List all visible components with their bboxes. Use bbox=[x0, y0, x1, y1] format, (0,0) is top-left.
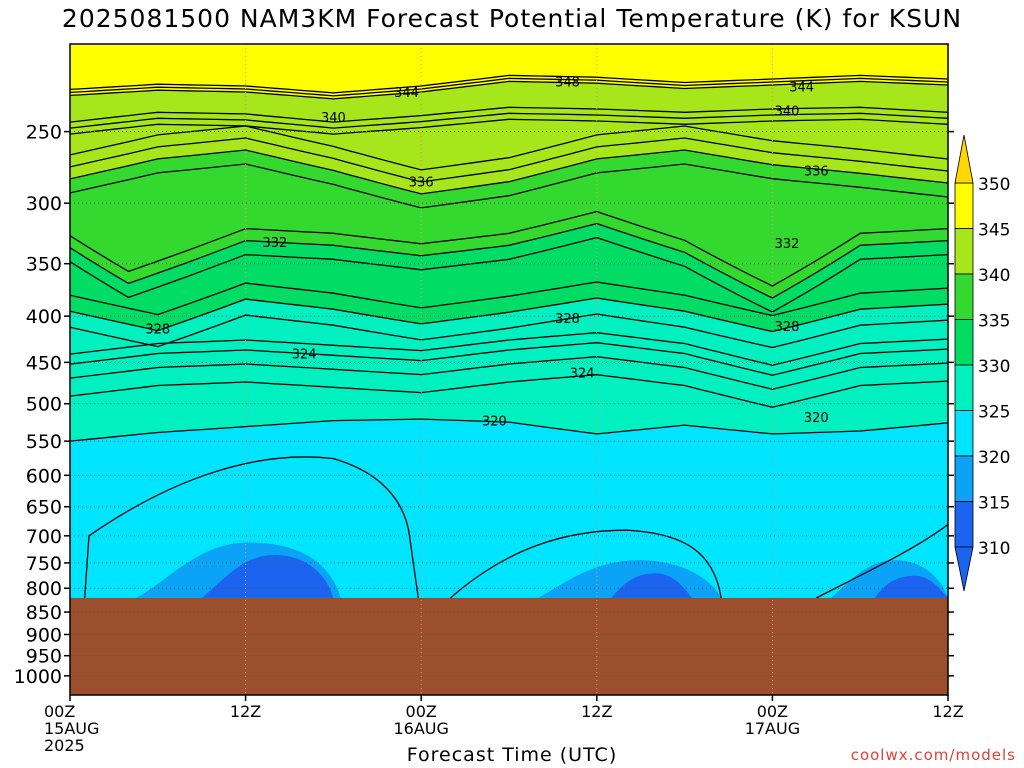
colorbar-segment bbox=[954, 228, 974, 275]
contour-label: 328 bbox=[775, 320, 800, 335]
colorbar-label: 350 bbox=[978, 175, 1010, 195]
plot-frame bbox=[69, 43, 949, 696]
isentrope-316 bbox=[83, 456, 419, 599]
y-tick-label: 900 bbox=[26, 624, 62, 646]
colorbar-segment bbox=[954, 501, 974, 548]
colorbar-segment bbox=[954, 273, 974, 320]
isentrope-324 bbox=[70, 342, 948, 376]
isentrope-line bbox=[70, 112, 948, 129]
isentrope-line bbox=[70, 137, 948, 183]
colorbar-segment bbox=[954, 319, 974, 366]
y-tick-label: 350 bbox=[26, 254, 62, 276]
contour-label: 340 bbox=[775, 105, 800, 120]
colorbar-label: 315 bbox=[978, 494, 1010, 514]
isentrope-340 bbox=[70, 106, 948, 123]
contour-label: 324 bbox=[292, 348, 317, 363]
x-tick-label: 15AUG bbox=[44, 719, 99, 738]
isentrope-line bbox=[70, 74, 948, 94]
isentrope-344 bbox=[70, 80, 948, 100]
isentrope-320 bbox=[70, 418, 948, 442]
contour-label: 328 bbox=[145, 323, 170, 338]
y-tick-label: 550 bbox=[26, 431, 62, 453]
isentrope-line bbox=[70, 163, 948, 209]
contour-label: 320 bbox=[804, 411, 829, 426]
colorbar-segment bbox=[954, 455, 974, 502]
isentrope-line bbox=[70, 356, 948, 390]
y-tick-label: 700 bbox=[26, 526, 62, 548]
plot-area: 348 344 344 340 340 336 336 332 332 328 328 328 324 3… bbox=[70, 44, 948, 695]
contour-label: 336 bbox=[409, 176, 434, 191]
contour-label: 332 bbox=[775, 237, 800, 252]
y-tick-label: 1000 bbox=[14, 666, 62, 688]
colorbar-segment bbox=[954, 410, 974, 457]
band-310-315 bbox=[611, 573, 692, 598]
x-tick-label: 12Z bbox=[932, 702, 963, 721]
x-axis-label: Forecast Time (UTC) bbox=[406, 744, 618, 766]
contour-label: 336 bbox=[804, 164, 829, 179]
isentrope-316 bbox=[450, 529, 722, 599]
contour-label: 344 bbox=[394, 86, 419, 101]
isentrope-line bbox=[70, 210, 948, 287]
y-tick-label: 300 bbox=[26, 193, 62, 215]
colorbar-arrow-top bbox=[954, 134, 974, 184]
isentrope-line bbox=[70, 125, 948, 171]
isentrope-line bbox=[70, 332, 948, 366]
contour-label: 320 bbox=[482, 415, 507, 430]
colorbar-label: 345 bbox=[978, 221, 1010, 241]
contour-label: 324 bbox=[570, 367, 595, 382]
isentrope-line bbox=[70, 313, 948, 349]
y-tick-label: 800 bbox=[26, 578, 62, 600]
x-tick-label: 16AUG bbox=[393, 719, 448, 738]
colorbar-label: 330 bbox=[978, 357, 1010, 377]
x-tick-label: 2025 bbox=[44, 736, 85, 755]
y-tick-label: 450 bbox=[26, 352, 62, 374]
isentrope-328 bbox=[70, 297, 948, 333]
isentrope-line bbox=[70, 118, 948, 135]
colorbar-label: 320 bbox=[978, 448, 1010, 468]
isentrope-332 bbox=[70, 222, 948, 299]
y-tick-label: 500 bbox=[26, 394, 62, 416]
colorbar-label: 310 bbox=[978, 539, 1010, 559]
y-tick-label: 750 bbox=[26, 553, 62, 575]
y-tick-label: 600 bbox=[26, 465, 62, 487]
chart-title: 2025081500 NAM3KM Forecast Potential Tem… bbox=[61, 4, 963, 33]
x-tick-label: 12Z bbox=[581, 702, 612, 721]
y-tick-label: 850 bbox=[26, 602, 62, 624]
contour-label: 332 bbox=[262, 236, 287, 251]
contour-label: 328 bbox=[555, 312, 580, 327]
x-tick-label: 00Z bbox=[406, 702, 437, 721]
isentrope-line bbox=[70, 77, 948, 97]
y-tick-label: 250 bbox=[26, 122, 62, 144]
colorbar-segment bbox=[954, 364, 974, 411]
isentrope-lines bbox=[70, 74, 948, 599]
band-310-315 bbox=[874, 575, 948, 598]
x-tick-label: 12Z bbox=[230, 702, 261, 721]
colorbar-arrow-bottom bbox=[954, 546, 974, 592]
isentrope-line bbox=[70, 236, 948, 313]
x-tick-label: 17AUG bbox=[745, 719, 800, 738]
isentrope-336 bbox=[70, 149, 948, 195]
colorbar-segment bbox=[954, 182, 974, 229]
contour-label: 344 bbox=[789, 81, 814, 96]
y-tick-label: 650 bbox=[26, 497, 62, 519]
grid-lines bbox=[70, 44, 948, 695]
colorbar-label: 325 bbox=[978, 403, 1010, 423]
y-tick-label: 950 bbox=[26, 646, 62, 668]
isentrope-line bbox=[70, 374, 948, 408]
y-tick-label: 400 bbox=[26, 306, 62, 328]
isentrope-316 bbox=[816, 523, 948, 599]
band-310-315 bbox=[201, 554, 334, 598]
x-tick-label: 00Z bbox=[44, 702, 75, 721]
contour-label: 348 bbox=[555, 75, 580, 90]
terrain-below-ground bbox=[70, 597, 948, 695]
colorbar-label: 340 bbox=[978, 266, 1010, 286]
isentrope-line bbox=[70, 281, 948, 317]
x-tick-label: 00Z bbox=[757, 702, 788, 721]
source-credit[interactable]: coolwx.com/models bbox=[850, 746, 1016, 764]
colorbar-label: 335 bbox=[978, 312, 1010, 332]
contour-label: 340 bbox=[321, 111, 346, 126]
